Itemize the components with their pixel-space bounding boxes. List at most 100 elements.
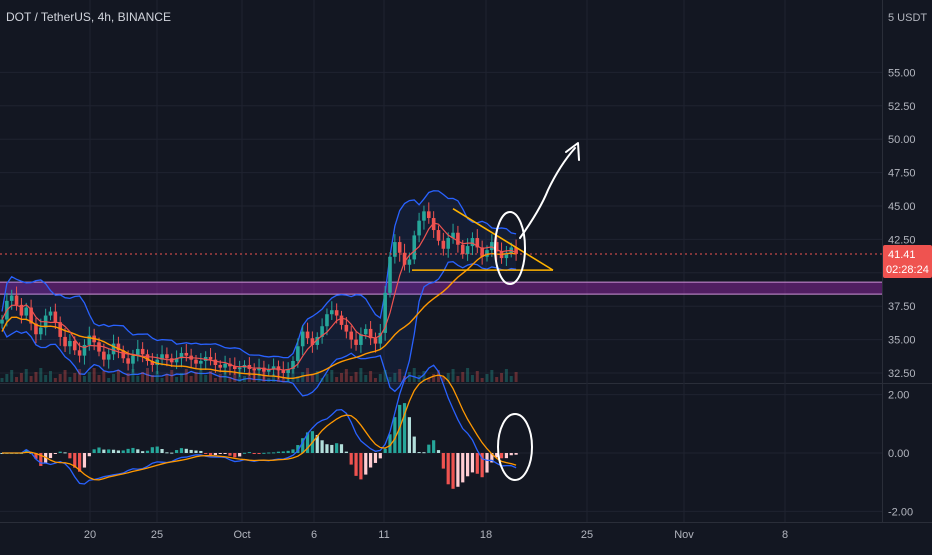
- osc-histogram-bar: [92, 449, 96, 453]
- volume-bar: [92, 368, 96, 382]
- osc-histogram-bar: [373, 453, 378, 463]
- osc-histogram-bar: [417, 452, 421, 454]
- candle-body: [402, 252, 407, 265]
- osc-histogram-bar: [63, 452, 67, 454]
- candle-body: [136, 348, 140, 356]
- osc-histogram-bar: [189, 449, 193, 453]
- volume-bar: [330, 370, 334, 382]
- osc-histogram-bar: [150, 447, 154, 453]
- volume-bar: [315, 371, 319, 382]
- osc-histogram-bar: [262, 452, 266, 454]
- volume-bar: [34, 372, 38, 382]
- volume-bar: [63, 370, 67, 382]
- candle-body: [286, 368, 290, 373]
- x-tick-label: Oct: [233, 529, 250, 541]
- volume-bar: [10, 370, 14, 382]
- volume-bar: [179, 373, 183, 382]
- candle-body: [87, 335, 92, 345]
- osc-histogram-bar: [427, 444, 431, 453]
- osc-histogram-bar: [359, 453, 363, 480]
- candle-body: [397, 242, 402, 253]
- candle-body: [480, 247, 484, 257]
- osc-histogram-bar: [126, 448, 130, 453]
- candle-body: [116, 343, 121, 351]
- candle-body: [165, 354, 169, 359]
- candle-body: [456, 232, 460, 245]
- volume-bar: [485, 374, 489, 382]
- candle-body: [334, 310, 339, 316]
- volume-bar: [451, 369, 455, 382]
- volume-bar: [49, 371, 52, 382]
- candle-body: [140, 348, 145, 355]
- candle-body: [19, 304, 24, 316]
- candle-body: [436, 230, 441, 241]
- annotation-circle-oscillator: [497, 413, 533, 481]
- osc-histogram-bar: [412, 436, 416, 453]
- volume-bar: [58, 374, 62, 382]
- candle-body: [155, 359, 159, 365]
- osc-histogram-bar: [252, 453, 256, 454]
- volume-bar: [121, 377, 125, 382]
- osc-histogram-bar: [504, 453, 508, 459]
- candle-body: [417, 220, 421, 236]
- osc-histogram-bar: [204, 453, 208, 454]
- osc-histogram-bar: [242, 452, 247, 454]
- candle-body: [63, 336, 67, 347]
- candle-body: [82, 344, 87, 356]
- osc-histogram-bar: [145, 450, 150, 453]
- osc-histogram-bar: [165, 452, 169, 454]
- candle-body: [233, 366, 237, 369]
- price-unit-label: 5 USDT: [888, 12, 927, 24]
- osc-histogram-bar: [39, 453, 43, 466]
- volume-bar: [514, 372, 518, 382]
- volume-bar: [184, 369, 188, 382]
- osc-histogram-bar: [58, 451, 62, 453]
- volume-bar: [223, 370, 227, 382]
- y-tick-label: 55.00: [888, 67, 916, 79]
- osc-histogram-bar: [170, 452, 174, 454]
- osc-histogram-bar: [121, 450, 125, 453]
- osc-histogram-bar: [286, 450, 290, 453]
- x-tick-label: 11: [378, 529, 389, 541]
- osc-histogram-bar: [305, 432, 310, 453]
- x-tick-label: 20: [84, 529, 96, 541]
- candle-body: [102, 351, 106, 360]
- x-tick-label: 25: [151, 529, 163, 541]
- osc-histogram-bar: [97, 447, 101, 453]
- volume-bar: [233, 373, 237, 382]
- candle-body: [58, 322, 62, 337]
- osc-histogram-bar: [456, 453, 460, 487]
- volume-bar: [325, 374, 329, 382]
- volume-bar: [383, 370, 387, 382]
- osc-signal-line-orange: [2, 374, 517, 481]
- candle-body: [388, 256, 392, 293]
- osc-histogram-bar: [0, 453, 4, 454]
- osc-histogram-bar: [131, 447, 135, 453]
- candle-body: [218, 364, 223, 368]
- osc-histogram-bar: [475, 453, 479, 474]
- candle-body: [446, 238, 450, 249]
- osc-histogram-bar: [194, 450, 198, 453]
- volume-bar: [209, 371, 213, 382]
- osc-histogram-bar: [441, 453, 445, 469]
- support-zone: [0, 282, 882, 295]
- candle-body: [266, 368, 271, 372]
- osc-histogram-bar: [470, 453, 475, 473]
- osc-histogram-bar: [461, 453, 465, 483]
- x-tick-label: 6: [311, 529, 317, 541]
- volume-bar: [291, 369, 295, 382]
- osc-histogram-bar: [335, 443, 339, 453]
- bollinger-lower-line: [1, 261, 517, 397]
- osc-histogram-bar: [116, 450, 120, 453]
- osc-histogram-bar: [111, 449, 116, 453]
- candle-body: [465, 246, 470, 255]
- osc-histogram-bar: [24, 449, 28, 453]
- osc-histogram-bar: [514, 453, 518, 455]
- candle-body: [68, 340, 72, 347]
- candle-body: [460, 244, 465, 255]
- candle-body: [315, 336, 320, 345]
- volume-bar: [446, 373, 450, 382]
- candle-body: [354, 339, 358, 345]
